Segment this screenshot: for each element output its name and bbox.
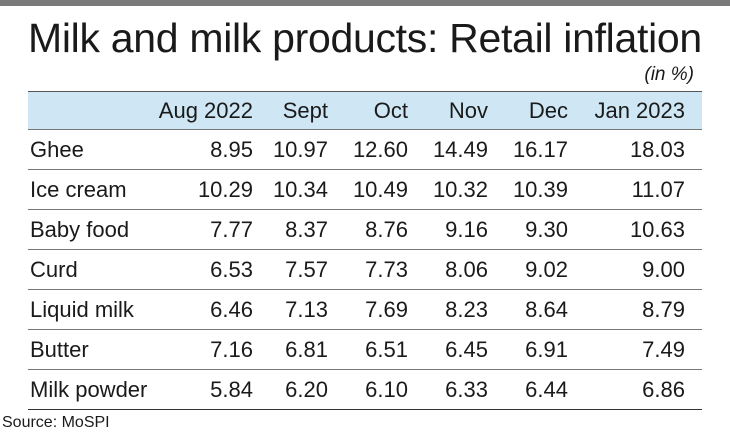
table-row: Liquid milk 6.46 7.13 7.69 8.23 8.64 8.79	[28, 289, 702, 329]
value-cell: 10.63	[629, 216, 685, 242]
table-row: Ghee 8.95 10.97 12.60 14.49 16.17 18.03	[28, 129, 702, 169]
value-cell: 6.45	[445, 336, 488, 362]
header-row: Aug 2022 Sept Oct Nov Dec Jan 2023	[28, 91, 702, 129]
value-cell: 7.57	[285, 256, 328, 282]
value-cell: 7.73	[365, 256, 408, 282]
value-cell: 8.06	[445, 256, 488, 282]
chart-title: Milk and milk products: Retail inflation	[28, 15, 702, 61]
value-cell: 10.34	[272, 176, 328, 202]
value-cell: 6.81	[285, 336, 328, 362]
value-cell: 6.86	[642, 376, 685, 402]
value-cell: 6.33	[445, 376, 488, 402]
unit-label: (in %)	[644, 64, 694, 85]
table-row: Ice cream 10.29 10.34 10.49 10.32 10.39 11.07	[28, 169, 702, 209]
value-cell: 8.64	[525, 296, 568, 322]
row-label: Liquid milk	[30, 296, 134, 322]
value-cell: 8.37	[285, 216, 328, 242]
value-cell: 9.02	[525, 256, 568, 282]
value-cell: 9.00	[642, 256, 685, 282]
column-header: Oct	[373, 97, 408, 123]
value-cell: 11.07	[631, 176, 685, 202]
value-cell: 6.10	[365, 376, 408, 402]
row-label: Ghee	[30, 136, 84, 162]
value-cell: 8.79	[642, 296, 685, 322]
value-cell: 7.13	[285, 296, 328, 322]
value-cell: 8.95	[210, 136, 253, 162]
row-label: Baby food	[30, 216, 130, 242]
value-cell: 6.53	[210, 256, 253, 282]
row-label: Curd	[30, 256, 78, 282]
table-row: Butter 7.16 6.81 6.51 6.45 6.91 7.49	[28, 329, 702, 369]
top-bar	[0, 0, 730, 6]
value-cell: 16.17	[512, 136, 568, 162]
value-cell: 9.30	[525, 216, 568, 242]
value-cell: 8.23	[445, 296, 488, 322]
value-cell: 7.49	[642, 336, 685, 362]
value-cell: 6.20	[285, 376, 328, 402]
value-cell: 10.29	[197, 176, 253, 202]
value-cell: 9.16	[445, 216, 488, 242]
column-header: Nov	[448, 97, 488, 123]
row-label: Milk powder	[30, 376, 148, 402]
value-cell: 10.97	[272, 136, 328, 162]
value-cell: 6.51	[365, 336, 408, 362]
table-row: Baby food 7.77 8.37 8.76 9.16 9.30 10.63	[28, 209, 702, 249]
column-header: Sept	[282, 97, 328, 123]
table-body: Ghee 8.95 10.97 12.60 14.49 16.17 18.03 Ice cre…	[28, 129, 702, 410]
value-cell: 7.16	[210, 336, 253, 362]
value-cell: 7.69	[365, 296, 408, 322]
value-cell: 14.49	[432, 136, 488, 162]
value-cell: 8.76	[365, 216, 408, 242]
table-row: Curd 6.53 7.57 7.73 8.06 9.02 9.00	[28, 249, 702, 289]
column-header: Jan 2023	[594, 97, 685, 123]
value-cell: 7.77	[210, 216, 253, 242]
column-header: Dec	[528, 97, 568, 123]
value-cell: 10.39	[512, 176, 568, 202]
value-cell: 6.44	[525, 376, 568, 402]
inflation-table: Aug 2022 Sept Oct Nov Dec Jan 2023 Ghee 8…	[28, 91, 702, 410]
column-header: Aug 2022	[158, 97, 253, 123]
value-cell: 6.46	[210, 296, 253, 322]
source-note: Source: MoSPI	[2, 414, 110, 431]
value-cell: 12.60	[352, 136, 408, 162]
value-cell: 6.91	[525, 336, 568, 362]
value-cell: 5.84	[210, 376, 253, 402]
value-cell: 10.32	[432, 176, 488, 202]
row-label: Butter	[30, 336, 89, 362]
value-cell: 18.03	[629, 136, 685, 162]
table-row: Milk powder 5.84 6.20 6.10 6.33 6.44 6.86	[28, 369, 702, 410]
row-label: Ice cream	[30, 176, 127, 202]
value-cell: 10.49	[352, 176, 408, 202]
